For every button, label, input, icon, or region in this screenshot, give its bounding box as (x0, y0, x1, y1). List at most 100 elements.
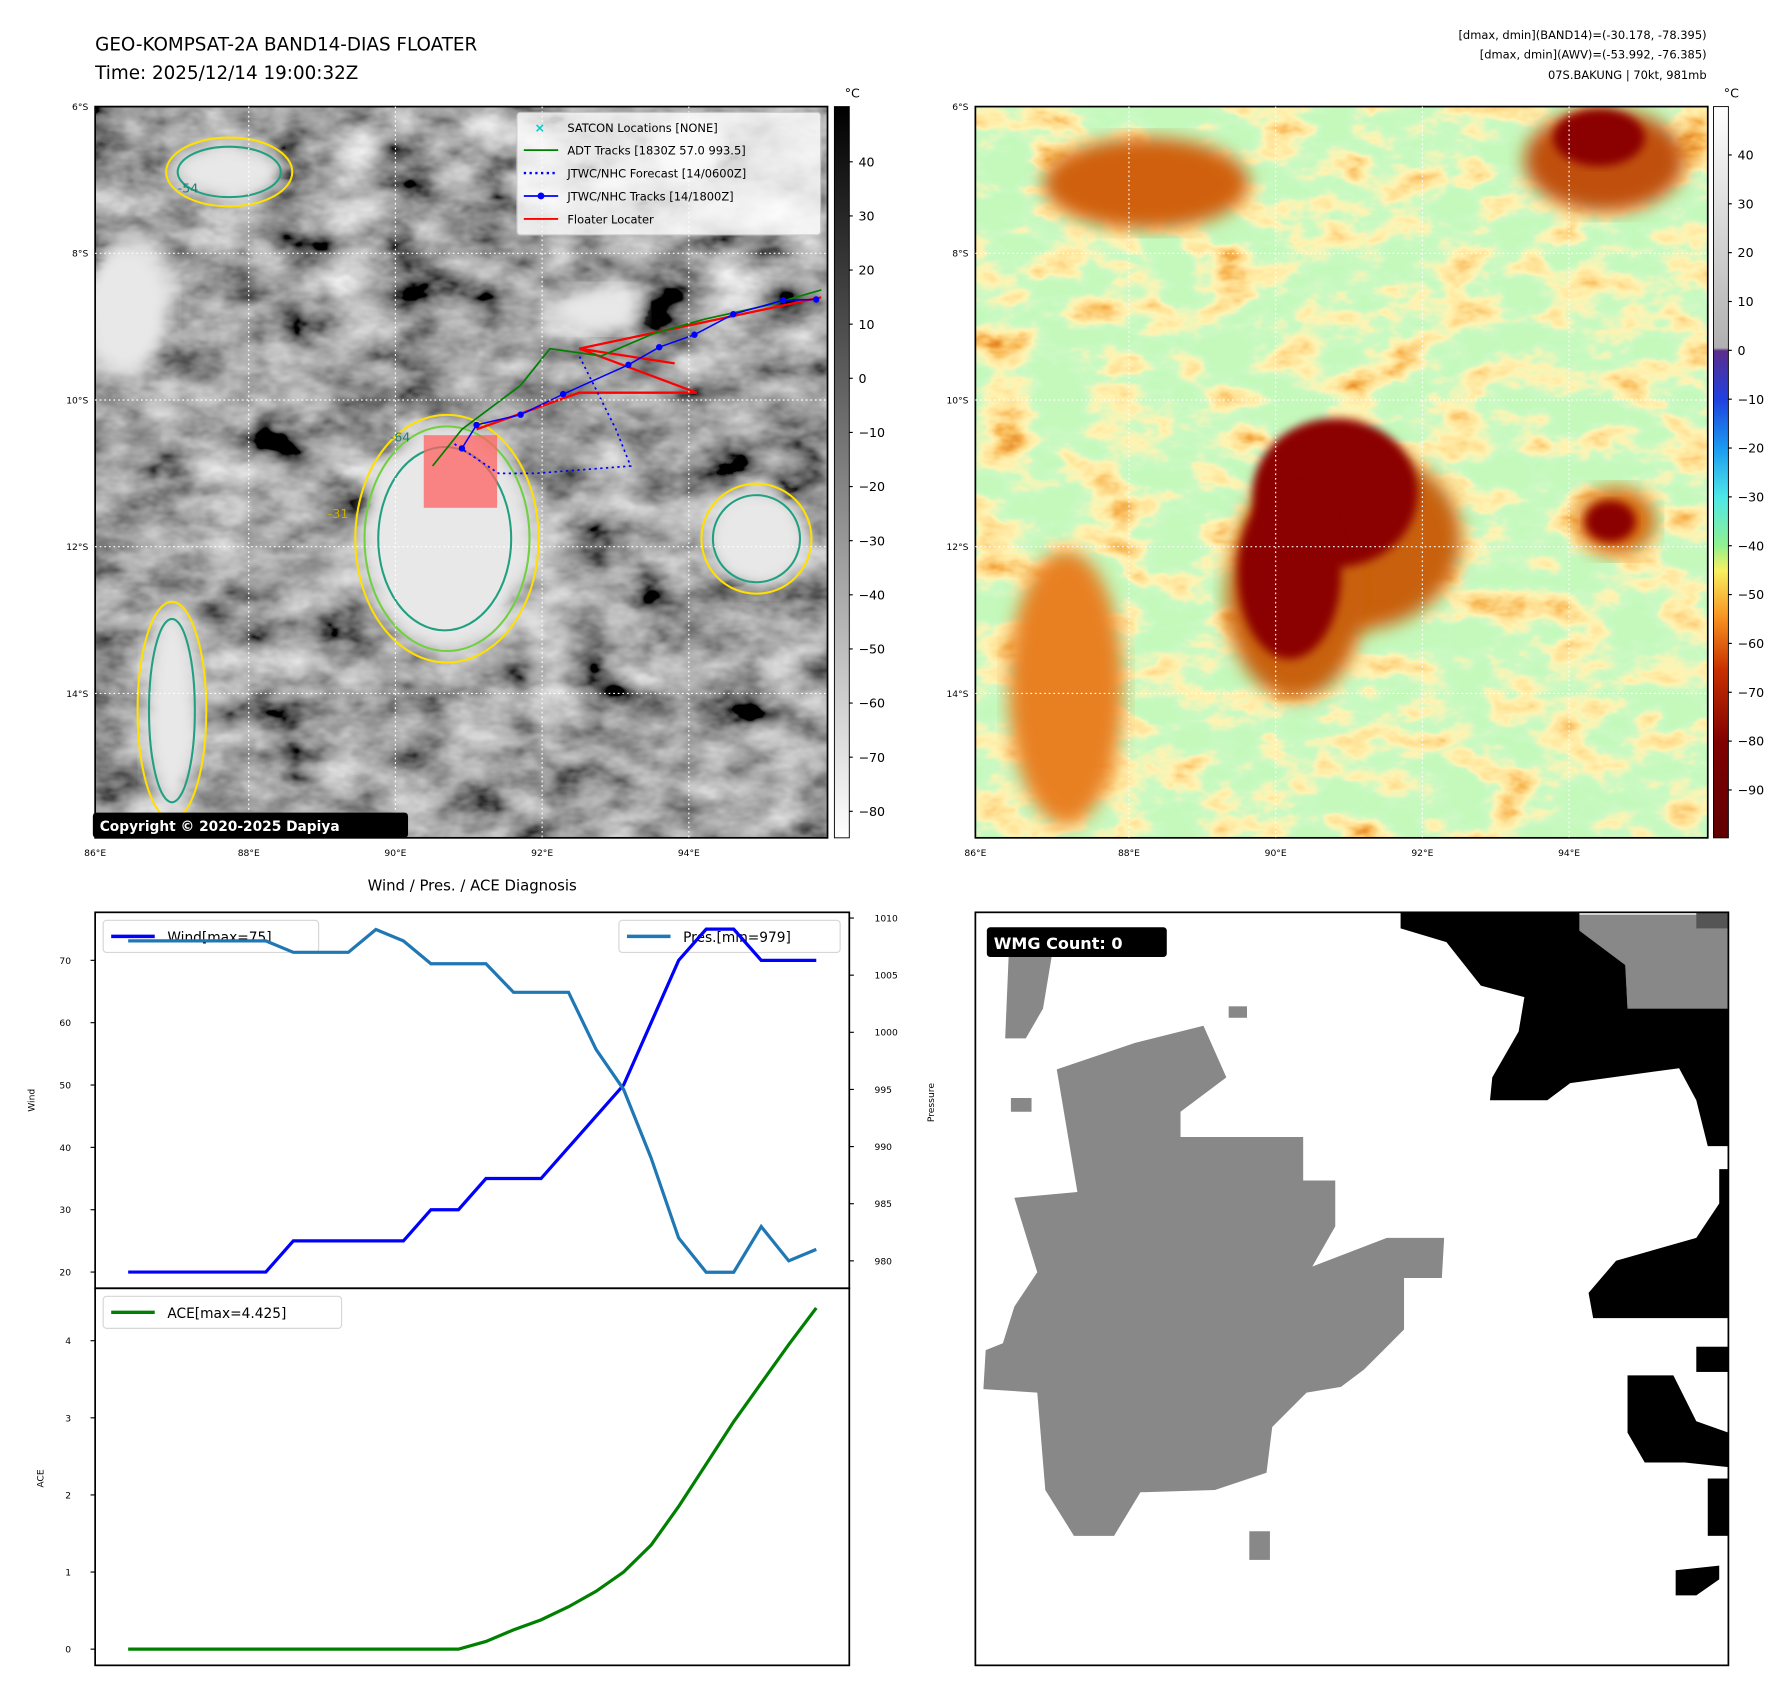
colorbar-tick-label: −20 (858, 479, 885, 494)
colorbar-tick-label: −60 (1738, 636, 1765, 651)
pressure-tick-label: 990 (875, 1142, 893, 1153)
lat-tick-label: 14°S (946, 689, 968, 700)
lat-tick-label: 12°S (66, 542, 88, 553)
lon-tick-label: 92°E (1411, 848, 1433, 859)
ace-series-line (128, 1306, 818, 1651)
jtwc-track-point (559, 390, 567, 398)
jtwc-track-point (691, 331, 698, 338)
wind-tick-label: 70 (59, 956, 71, 967)
contour-label: -54 (178, 181, 199, 196)
legend-entry-label: JTWC/NHC Forecast [14/0600Z] (566, 167, 746, 181)
pressure-series-line (128, 927, 817, 1274)
cold-cloud (171, 143, 287, 201)
diagnosis-chart: 20 30 40 50 60 70 980 985 990 995 1000 1005 1010 0 1 2 3… (26, 911, 937, 1667)
cold-cloud (95, 240, 172, 379)
copyright-text: Copyright © 2020-2025 Dapiya (100, 819, 340, 835)
pressure-legend-label: Pres.[min=979] (683, 930, 791, 946)
legend-box (516, 111, 822, 236)
legend-entry-label: Floater Locater (567, 212, 654, 226)
jtwc-track-point (812, 296, 820, 303)
colorbar-tick-label: −70 (1738, 685, 1765, 700)
lon-tick-label: 92°E (531, 848, 553, 859)
storm-info: 07S.BAKUNG | 70kt, 981mb (1548, 68, 1707, 83)
ace-legend-label: ACE[max=4.425] (167, 1306, 286, 1322)
cold-cloud (550, 286, 642, 333)
legend-entry-label: JTWC/NHC Tracks [14/1800Z] (566, 190, 733, 204)
awv-map-gridlines: 6°S 8°S 10°S 12°S 14°S 86°E 88°E 90°E 92°E 94°E (946, 102, 1708, 859)
temperature-contour (147, 617, 196, 804)
ace-tick-label: 4 (65, 1336, 71, 1347)
wind-legend-box (102, 919, 320, 954)
ace-axes (94, 1287, 851, 1667)
colorbar-right: °C 40 30 20 10 0 −10 −20 −30 −40 −50 −60 −70 −80 −90 (1713, 85, 1765, 839)
jtwc-track-point (458, 445, 466, 452)
wind-tick-label: 60 (59, 1018, 71, 1029)
colorbar-tick-label: −90 (1738, 783, 1765, 798)
colorbar-tick-label: 10 (858, 317, 874, 332)
jtwc-track-point (730, 310, 737, 318)
pressure-tick-label: 1010 (875, 913, 898, 924)
colorbar-tick-label: −10 (858, 425, 885, 440)
awv-map-frame (974, 105, 1709, 839)
colorbar-tick-label: 0 (1738, 343, 1746, 358)
temperature-contour (363, 425, 531, 653)
pressure-tick-label: 1005 (875, 971, 898, 982)
legend-entry-label: SATCON Locations [NONE] (567, 121, 717, 135)
storm-core (1553, 108, 1645, 167)
colorbar-tick-label: −20 (1738, 441, 1765, 456)
lat-tick-label: 10°S (946, 395, 968, 406)
colorbar-left-unit: °C (845, 85, 860, 100)
colorbar-tick-label: 30 (858, 209, 874, 224)
storm-core (1585, 500, 1636, 543)
temperature-contour (354, 413, 540, 664)
pressure-legend-box (618, 919, 841, 954)
ir-map-frame (94, 105, 829, 839)
colorbar-right-unit: °C (1724, 85, 1739, 100)
stats-awv: [dmax, dmin](AWV)=(-53.992, -76.385) (1480, 47, 1707, 61)
temperature-contour (176, 145, 282, 199)
warm-anomaly (1008, 550, 1124, 826)
jtwc-track (461, 298, 817, 449)
wind-tick-label: 40 (59, 1143, 71, 1154)
colorbar-tick-label: 20 (858, 263, 874, 278)
lat-tick-label: 8°S (952, 249, 968, 260)
colorbar-tick-label: −60 (858, 696, 885, 711)
lon-tick-label: 90°E (1265, 848, 1287, 859)
pressure-tick-label: 985 (875, 1199, 893, 1210)
wmg-count-label: WMG Count: 0 (994, 934, 1123, 953)
pressure-tick-label: 995 (875, 1085, 893, 1096)
wmg-gray-region (983, 914, 1729, 1560)
floater-locater-track (476, 296, 822, 431)
map-legend: × SATCON Locations [NONE] ADT Tracks [1830… (516, 111, 822, 236)
wmg-frame (974, 911, 1730, 1667)
storm-tracks (423, 289, 822, 508)
colorbar-tick-label: −50 (1738, 587, 1765, 602)
jtwc-track-point (656, 343, 663, 351)
pressure-axis-label: Pressure (926, 1083, 937, 1122)
wind-pressure-axes (94, 911, 851, 1290)
wind-tick-label: 30 (59, 1205, 71, 1216)
lat-tick-label: 6°S (952, 102, 968, 113)
colorbar-tick-label: −30 (1738, 489, 1765, 504)
lat-tick-label: 8°S (72, 249, 88, 260)
temperature-contour (165, 136, 294, 208)
colorbar-tick-label: −80 (858, 804, 885, 819)
jtwc-track-point (779, 297, 787, 304)
figure-time: Time: 2025/12/14 19:00:32Z (94, 63, 358, 84)
lon-tick-label: 94°E (1558, 848, 1580, 859)
colorbar-tick-label: −40 (1738, 538, 1765, 553)
contour-label: -31 (328, 506, 349, 521)
colorbar-tick-label: −10 (1738, 392, 1765, 407)
lat-tick-label: 6°S (72, 102, 88, 113)
lat-tick-label: 10°S (66, 395, 88, 406)
diagnosis-title: Wind / Pres. / ACE Diagnosis (368, 877, 577, 895)
colorbar-tick-label: −30 (858, 533, 885, 548)
figure-title: GEO-KOMPSAT-2A BAND14-DIAS FLOATER (95, 34, 477, 55)
wmg-panel: WMG Count: 0 (974, 911, 1730, 1667)
colorbar-tick-label: 40 (858, 154, 874, 169)
lon-tick-label: 86°E (84, 848, 106, 859)
stats-band14: [dmax, dmin](BAND14)=(-30.178, -78.395) (1458, 28, 1706, 42)
awv-storm-core (1008, 108, 1685, 826)
ace-axis-label: ACE (36, 1469, 47, 1487)
